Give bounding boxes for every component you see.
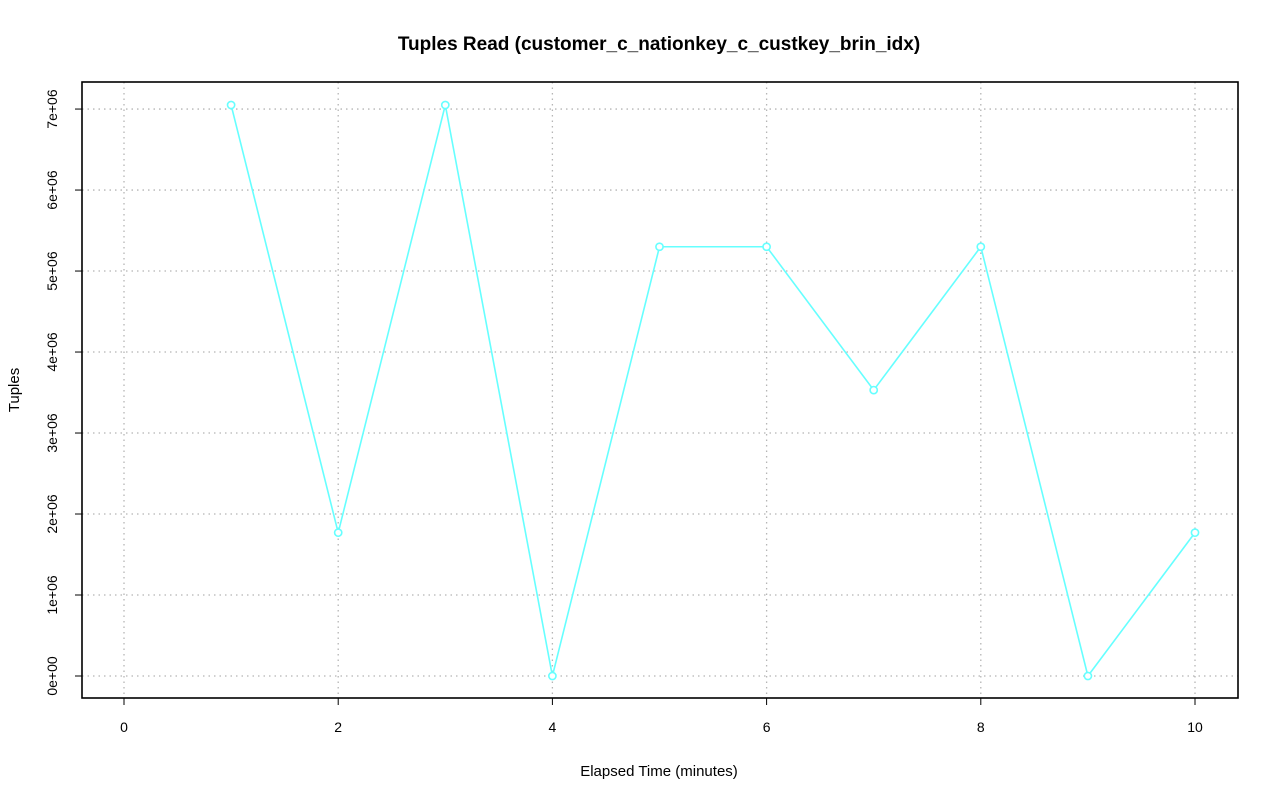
data-point <box>333 528 343 538</box>
x-tick-label: 8 <box>977 719 985 735</box>
y-tick-label: 3e+06 <box>44 413 60 453</box>
x-axis-label: Elapsed Time (minutes) <box>580 763 738 780</box>
y-tick-label: 4e+06 <box>44 332 60 372</box>
x-tick-label: 4 <box>549 719 557 735</box>
x-tick-label: 6 <box>763 719 771 735</box>
y-tick-label: 5e+06 <box>44 251 60 291</box>
data-point <box>976 242 986 252</box>
x-tick-label: 10 <box>1187 719 1203 735</box>
data-point <box>1083 671 1093 681</box>
y-tick-label: 7e+06 <box>44 89 60 129</box>
y-axis-label: Tuples <box>6 368 23 412</box>
y-tick-label: 6e+06 <box>44 170 60 210</box>
plot-series <box>226 100 1200 681</box>
y-tick-label: 1e+06 <box>44 575 60 615</box>
y-tick-label: 2e+06 <box>44 494 60 534</box>
data-point <box>1190 528 1200 538</box>
data-point <box>655 242 664 252</box>
series-line <box>230 104 1196 678</box>
data-point <box>869 385 879 395</box>
data-point <box>762 242 771 252</box>
data-point <box>440 100 450 110</box>
x-tick-label: 2 <box>334 719 342 735</box>
data-point <box>226 100 236 110</box>
y-axis: 0e+00 1e+06 2e+06 3e+06 4e+06 5e+06 6e+06 7e+06 <box>44 89 82 696</box>
x-tick-label: 0 <box>120 719 128 735</box>
data-point <box>548 671 557 681</box>
x-axis: 0 2 4 6 8 10 <box>120 698 1203 735</box>
plot-frame <box>81 81 1239 699</box>
y-tick-label: 0e+00 <box>44 656 60 696</box>
chart-title: Tuples Read (customer_c_nationkey_c_cust… <box>398 34 920 55</box>
grid-lines <box>82 82 1238 698</box>
